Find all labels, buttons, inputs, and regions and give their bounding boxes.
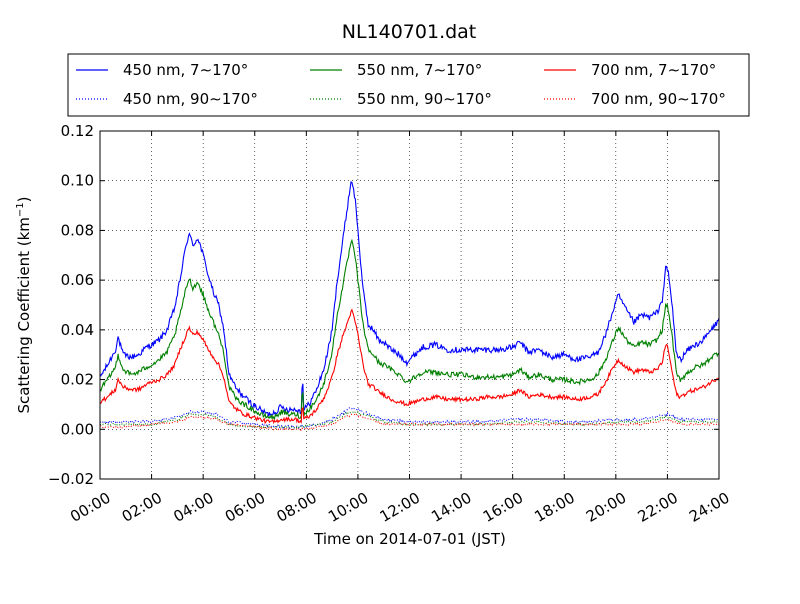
grid — [100, 131, 719, 479]
x-tick-label: 14:00 — [428, 489, 474, 526]
y-axis-label-close: ) — [15, 196, 33, 202]
y-tick-label: 0.12 — [61, 122, 94, 140]
y-tick-label: 0.06 — [61, 271, 94, 289]
x-tick-label: 00:00 — [67, 489, 113, 526]
x-tick-label: 12:00 — [377, 489, 423, 526]
y-tick-label: 0.08 — [61, 221, 94, 239]
series-line-1 — [99, 238, 720, 421]
legend-label-5: 700 nm, 90∼170° — [591, 90, 726, 108]
series-line-4 — [99, 411, 720, 429]
series-line-5 — [99, 413, 720, 432]
series-line-0 — [99, 181, 720, 417]
y-tick-label: 0.10 — [61, 172, 94, 190]
legend-label-3: 450 nm, 90∼170° — [123, 90, 258, 108]
x-tick-label: 16:00 — [480, 489, 526, 526]
chart-title: NL140701.dat — [342, 21, 477, 43]
y-tick-label: 0.02 — [61, 371, 94, 389]
x-tick-label: 18:00 — [531, 489, 577, 526]
legend-label-4: 550 nm, 90∼170° — [357, 90, 492, 108]
x-axis-label: Time on 2014-07-01 (JST) — [313, 530, 506, 548]
y-tick-label: 0.00 — [61, 420, 94, 438]
legend-label-1: 550 nm, 7∼170° — [357, 61, 482, 79]
legend: 450 nm, 7∼170° 550 nm, 7∼170° 700 nm, 7∼17… — [67, 53, 750, 117]
x-tick-label: 06:00 — [222, 489, 268, 526]
y-tick-label: −0.02 — [48, 470, 94, 488]
y-axis-label: Scattering Coefficient (km−1) — [15, 196, 33, 413]
x-tick-label: 04:00 — [170, 489, 216, 526]
x-tick-label: 22:00 — [635, 489, 681, 526]
y-axis-label-main: Scattering Coefficient (km — [15, 217, 33, 413]
series-line-2 — [99, 308, 720, 425]
legend-label-0: 450 nm, 7∼170° — [123, 61, 248, 79]
legend-label-2: 700 nm, 7∼170° — [591, 61, 716, 79]
ticks: 00:00 02:00 04:00 06:00 08:00 10:00 12:00 14:00… — [48, 122, 733, 526]
y-tick-label: 0.04 — [61, 321, 94, 339]
x-tick-label: 24:00 — [686, 489, 732, 526]
series-layer — [99, 181, 720, 432]
x-tick-label: 20:00 — [583, 489, 629, 526]
x-tick-label: 10:00 — [325, 489, 371, 526]
legend-frame — [67, 53, 750, 117]
x-tick-label: 02:00 — [119, 489, 165, 526]
x-tick-label: 08:00 — [273, 489, 319, 526]
y-axis-label-unit-exponent: −1 — [15, 202, 26, 217]
